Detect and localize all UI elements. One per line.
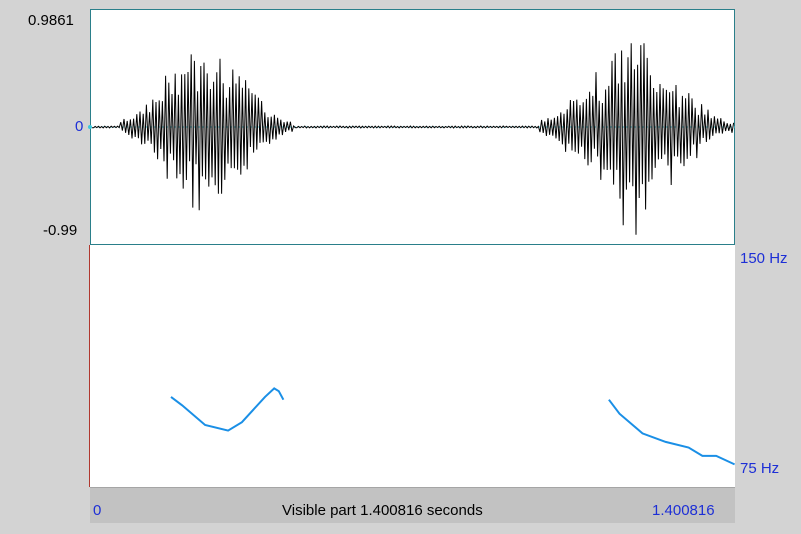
pitch-bottom-label: 75 Hz [740,460,780,477]
amp-max-label: 0.9861 [28,12,74,29]
amp-min-label: -0.99 [43,222,78,239]
zero-marker [88,125,92,129]
pitch-contour-2 [608,399,736,466]
amp-zero-label: 0 [75,118,84,135]
time-end-label: 1.400816 [652,502,715,519]
pitch-contour-1 [170,387,285,432]
visible-part-label: Visible part 1.400816 seconds [282,502,483,519]
pitch-top-label: 150 Hz [740,250,788,267]
waveform-trace [91,43,735,235]
time-bar[interactable] [90,487,735,523]
panel-left-border [89,245,90,487]
pitch-panel[interactable] [90,245,735,487]
time-start-label: 0 [93,502,102,519]
